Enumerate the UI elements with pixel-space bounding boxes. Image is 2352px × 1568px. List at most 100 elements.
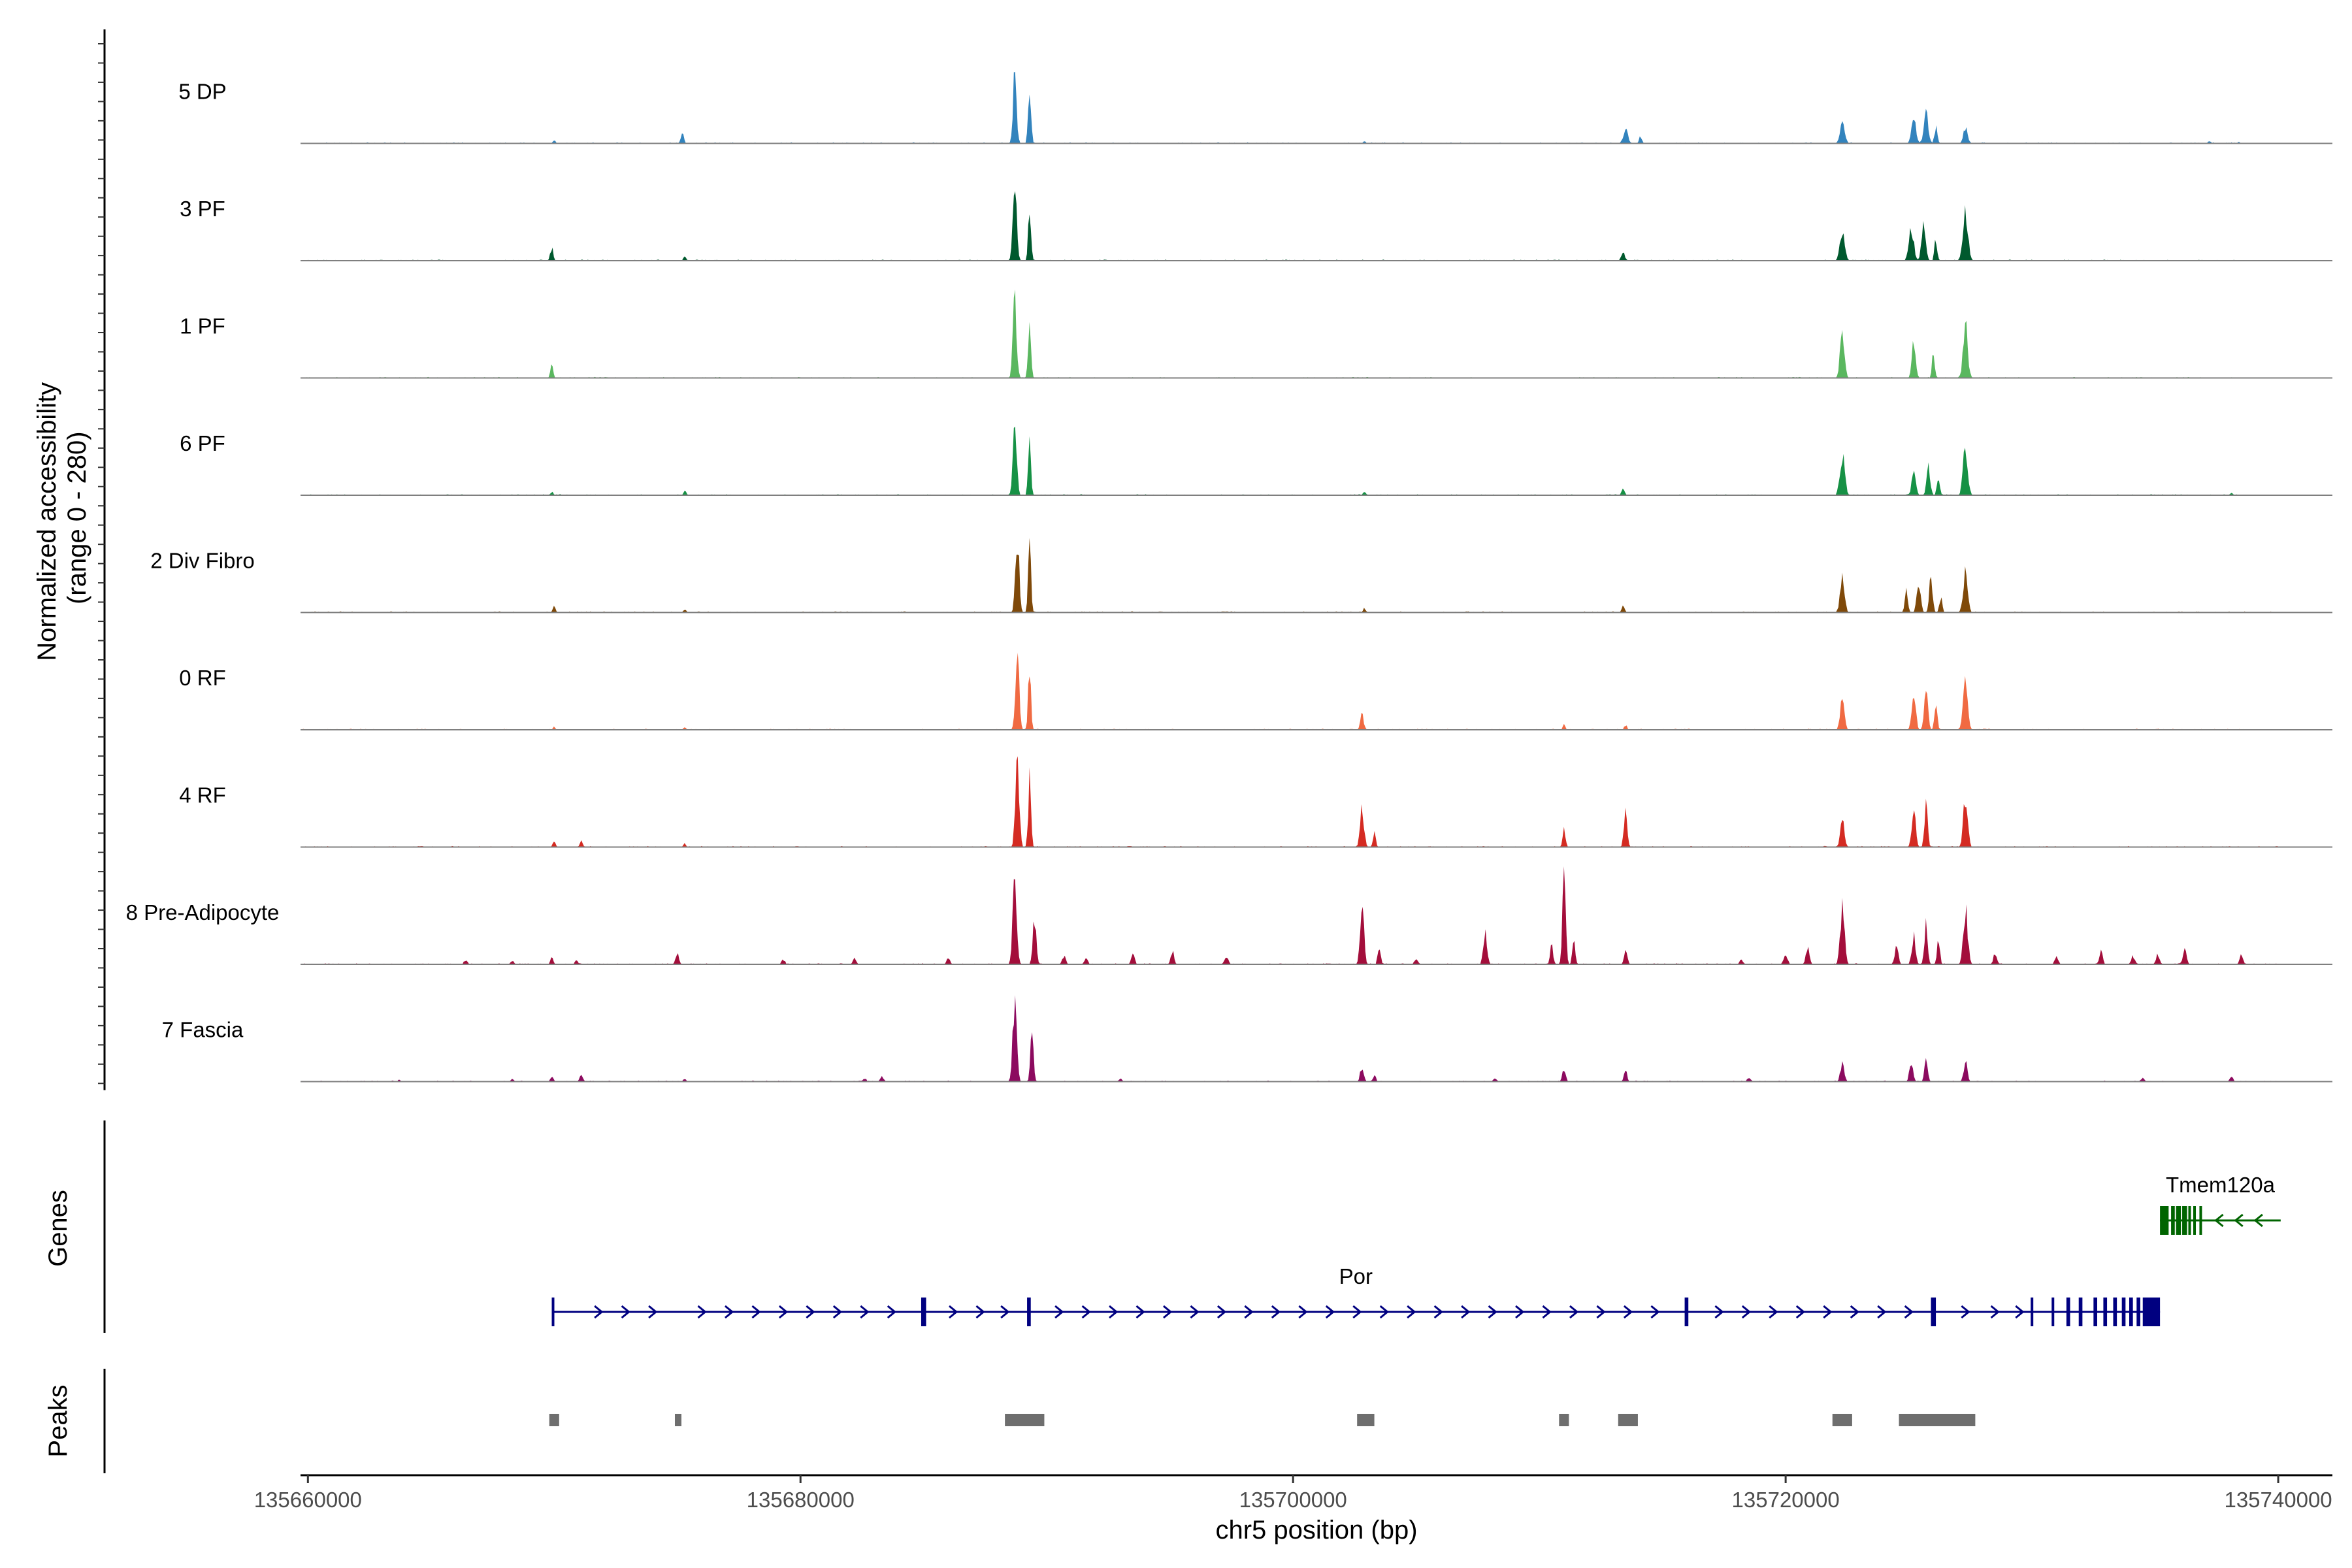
coverage-area	[302, 756, 2279, 847]
peaks-panel: Peaks	[44, 1369, 1976, 1473]
strand-arrow	[1569, 1305, 1579, 1319]
coverage-track: 4 RF	[179, 756, 2332, 848]
strand-arrow	[1461, 1305, 1471, 1319]
peak-region	[1618, 1414, 1638, 1426]
strand-arrow	[887, 1305, 897, 1319]
coverage-track: 2 Div Fibro	[150, 538, 2332, 613]
strand-arrow	[860, 1305, 870, 1319]
x-tick-label: 135720000	[1732, 1488, 1840, 1512]
exon	[2176, 1206, 2181, 1235]
strand-arrow	[1714, 1305, 1724, 1319]
x-tick-label: 135680000	[747, 1488, 855, 1512]
track-label: 5 DP	[178, 80, 226, 104]
strand-arrow	[2015, 1305, 2025, 1319]
track-label: 3 PF	[180, 197, 225, 221]
track-label: 6 PF	[180, 431, 225, 455]
exon	[2031, 1298, 2034, 1326]
coverage-y-axis: Normalized accessibility (range 0 - 280)	[33, 29, 106, 1090]
coverage-area	[302, 653, 2244, 730]
strand-arrow	[1904, 1305, 1914, 1319]
coverage-track: 8 Pre-Adipocyte	[126, 866, 2332, 965]
strand-arrow	[1877, 1305, 1887, 1319]
coverage-track: 7 Fascia	[162, 995, 2332, 1083]
peak-region	[1005, 1414, 1045, 1426]
strand-arrow	[778, 1305, 789, 1319]
strand-arrow	[2214, 1213, 2224, 1228]
strand-arrow	[1769, 1305, 1778, 1319]
strand-arrow	[751, 1305, 761, 1319]
strand-arrow	[1961, 1305, 1970, 1319]
coverage-area	[302, 995, 2279, 1082]
exon	[2188, 1206, 2191, 1235]
coverage-area	[302, 538, 2279, 613]
strand-arrow	[1990, 1305, 2000, 1319]
exon	[2051, 1298, 2055, 1326]
exon	[2129, 1298, 2133, 1326]
strand-arrow	[1823, 1305, 1833, 1319]
strand-arrow	[1298, 1305, 1308, 1319]
strand-arrow	[1190, 1305, 1200, 1319]
gene-label: Tmem120a	[2166, 1173, 2276, 1197]
exon	[2142, 1298, 2161, 1326]
strand-arrow	[1515, 1305, 1525, 1319]
strand-arrow	[594, 1305, 604, 1319]
strand-arrow	[1081, 1305, 1091, 1319]
exon	[1027, 1298, 1031, 1326]
coverage-track: 1 PF	[180, 289, 2332, 379]
peak-region	[1899, 1414, 1976, 1426]
strand-arrow	[1542, 1305, 1552, 1319]
strand-arrow	[1596, 1305, 1606, 1319]
strand-arrow	[648, 1305, 658, 1319]
strand-arrow	[1850, 1305, 1860, 1319]
exon	[2121, 1298, 2126, 1326]
exon	[1931, 1298, 1936, 1326]
strand-arrow	[949, 1305, 958, 1319]
coverage-track: 3 PF	[180, 191, 2332, 261]
strand-arrow	[832, 1305, 843, 1319]
genes-panel: Genes Por Tmem120a	[44, 1120, 2281, 1333]
strand-arrow	[2253, 1213, 2263, 1228]
x-axis-title: chr5 position (bp)	[1215, 1516, 1417, 1544]
strand-arrow	[1488, 1305, 1497, 1319]
strand-arrow	[621, 1305, 630, 1319]
strand-arrow	[806, 1305, 815, 1319]
x-tick-label: 135740000	[2224, 1488, 2332, 1512]
peak-region	[674, 1414, 681, 1426]
strand-arrow	[2234, 1213, 2244, 1228]
exon	[2136, 1298, 2140, 1326]
track-label: 1 PF	[180, 314, 225, 338]
gene-por: Por	[551, 1264, 2161, 1326]
exon	[2103, 1298, 2108, 1326]
strand-arrow	[1795, 1305, 1806, 1319]
peak-region	[1559, 1414, 1569, 1426]
exon	[2182, 1206, 2187, 1235]
exon	[2193, 1206, 2197, 1235]
exon	[2171, 1206, 2175, 1235]
coverage-track: 6 PF	[180, 427, 2332, 496]
strand-arrow	[1217, 1305, 1227, 1319]
strand-arrow	[1650, 1305, 1660, 1319]
x-tick-label: 135700000	[1239, 1488, 1347, 1512]
strand-arrow	[1054, 1305, 1064, 1319]
strand-arrow	[1741, 1305, 1752, 1319]
track-label: 4 RF	[179, 783, 226, 808]
peak-region	[1357, 1414, 1375, 1426]
strand-arrow	[975, 1305, 985, 1319]
gene-tmem120a: Tmem120a	[2160, 1173, 2281, 1235]
track-label: 0 RF	[179, 666, 226, 690]
x-tick-label: 135660000	[254, 1488, 362, 1512]
exon	[2199, 1206, 2202, 1235]
genes-panel-title: Genes	[44, 1190, 73, 1267]
strand-arrow	[1433, 1305, 1443, 1319]
strand-arrow	[1271, 1305, 1281, 1319]
exon	[2113, 1298, 2117, 1326]
coverage-area	[302, 866, 2279, 964]
peak-region	[1832, 1414, 1852, 1426]
exon	[2093, 1298, 2097, 1326]
strand-arrow	[1407, 1305, 1416, 1319]
track-label: 7 Fascia	[162, 1018, 244, 1042]
coverage-track: 0 RF	[179, 653, 2332, 730]
coverage-track: 5 DP	[178, 72, 2332, 144]
exon	[2160, 1206, 2169, 1235]
